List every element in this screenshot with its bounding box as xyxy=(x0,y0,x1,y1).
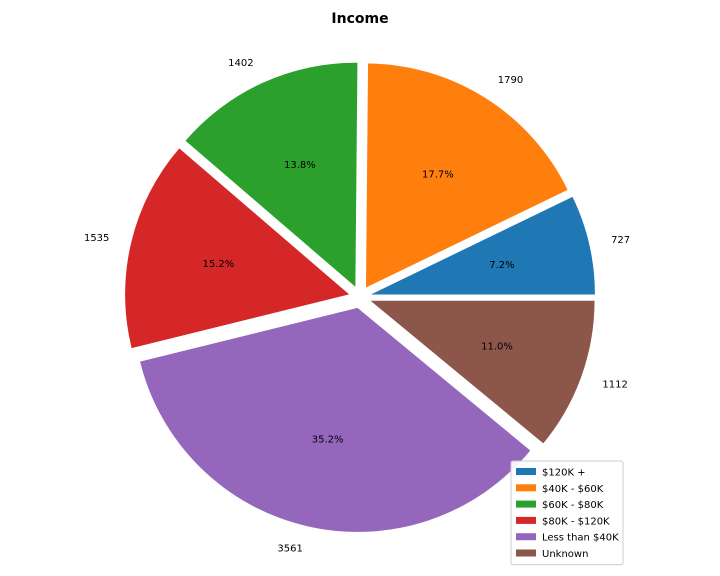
pct-label-120k: 7.2% xyxy=(489,260,514,271)
legend-box xyxy=(510,460,624,566)
pie-slice-40k-60k xyxy=(365,63,568,288)
legend-label-120k: $120K + xyxy=(542,468,586,479)
legend-label-less-than-40k: Less than $40K xyxy=(542,533,619,544)
count-label-unknown: 1112 xyxy=(602,380,627,391)
legend-label-unknown: Unknown xyxy=(542,549,588,560)
pct-label-unknown: 11.0% xyxy=(481,342,513,353)
legend-label-60k-80k: $60K - $80K xyxy=(542,500,604,511)
pct-label-40k-60k: 17.7% xyxy=(422,169,454,180)
count-label-40k-60k: 1790 xyxy=(498,75,523,86)
pct-label-80k-120k: 15.2% xyxy=(202,259,234,270)
count-label-120k: 727 xyxy=(611,235,630,246)
pie-slices xyxy=(125,62,595,532)
pie-slice-less-than-40k xyxy=(140,307,531,532)
pie-labels: 7.2% 727 17.7% 1790 13.8% 1402 15.2% 1535 35.2% 3… xyxy=(84,58,630,555)
count-label-less-than-40k: 3561 xyxy=(277,544,302,555)
pct-label-60k-80k: 13.8% xyxy=(284,160,316,171)
chart-title: Income xyxy=(331,11,388,27)
legend-label-80k-120k: $80K - $120K xyxy=(542,516,610,527)
legend-swatch-unknown xyxy=(516,549,536,557)
pie-slice-60k-80k xyxy=(185,62,358,287)
pie-slice-unknown xyxy=(370,300,595,444)
pie-slice-120k xyxy=(370,196,595,295)
legend-swatch-40k-60k xyxy=(516,484,536,492)
legend-swatch-less-than-40k xyxy=(516,533,536,541)
legend-swatch-80k-120k xyxy=(516,516,536,524)
legend-swatch-60k-80k xyxy=(516,500,536,508)
count-label-80k-120k: 1535 xyxy=(84,233,109,244)
legend: $120K + $40K - $60K $60K - $80K $80K - $120… xyxy=(510,460,624,566)
pie-slice-80k-120k xyxy=(125,148,350,349)
count-label-60k-80k: 1402 xyxy=(228,58,253,69)
legend-label-40k-60k: $40K - $60K xyxy=(542,484,604,495)
legend-swatch-120k xyxy=(516,468,536,475)
pct-label-less-than-40k: 35.2% xyxy=(312,434,344,445)
